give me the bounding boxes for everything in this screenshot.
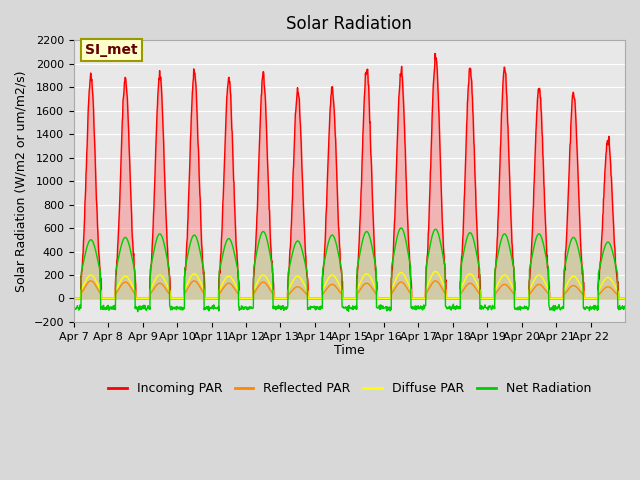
X-axis label: Time: Time: [334, 345, 365, 358]
Incoming PAR: [479, 296, 487, 301]
Diffuse PAR: [621, 296, 629, 301]
Reflected PAR: [614, 293, 622, 299]
Reflected PAR: [70, 296, 77, 301]
Net Radiation: [70, 305, 77, 311]
Incoming PAR: [614, 285, 622, 290]
Net Radiation: [621, 305, 629, 311]
Diffuse PAR: [479, 296, 487, 301]
Reflected PAR: [335, 288, 343, 294]
Incoming PAR: [561, 273, 568, 278]
Reflected PAR: [87, 278, 95, 284]
Text: SI_met: SI_met: [85, 43, 138, 57]
Incoming PAR: [70, 296, 77, 301]
Incoming PAR: [156, 75, 164, 81]
Net Radiation: [157, 231, 164, 237]
Reflected PAR: [621, 296, 629, 301]
Incoming PAR: [431, 50, 439, 56]
Net Radiation: [335, 254, 343, 260]
Diffuse PAR: [324, 276, 332, 281]
Net Radiation: [325, 239, 333, 244]
Line: Net Radiation: Net Radiation: [74, 228, 625, 312]
Y-axis label: Solar Radiation (W/m2 or um/m2/s): Solar Radiation (W/m2 or um/m2/s): [15, 70, 28, 292]
Incoming PAR: [621, 296, 629, 301]
Diffuse PAR: [156, 272, 164, 278]
Reflected PAR: [157, 280, 164, 286]
Reflected PAR: [561, 291, 568, 297]
Net Radiation: [561, 265, 568, 271]
Diffuse PAR: [70, 296, 77, 301]
Reflected PAR: [479, 296, 487, 301]
Net Radiation: [134, 309, 141, 314]
Diffuse PAR: [561, 287, 568, 292]
Net Radiation: [397, 225, 404, 231]
Line: Diffuse PAR: Diffuse PAR: [74, 272, 625, 299]
Net Radiation: [480, 305, 488, 311]
Line: Reflected PAR: Reflected PAR: [74, 281, 625, 299]
Legend: Incoming PAR, Reflected PAR, Diffuse PAR, Net Radiation: Incoming PAR, Reflected PAR, Diffuse PAR…: [103, 377, 596, 400]
Diffuse PAR: [431, 269, 439, 275]
Diffuse PAR: [335, 281, 342, 287]
Diffuse PAR: [614, 289, 622, 295]
Net Radiation: [614, 304, 622, 310]
Title: Solar Radiation: Solar Radiation: [287, 15, 412, 33]
Incoming PAR: [324, 152, 332, 158]
Incoming PAR: [335, 227, 342, 233]
Reflected PAR: [325, 284, 333, 289]
Line: Incoming PAR: Incoming PAR: [74, 53, 625, 299]
